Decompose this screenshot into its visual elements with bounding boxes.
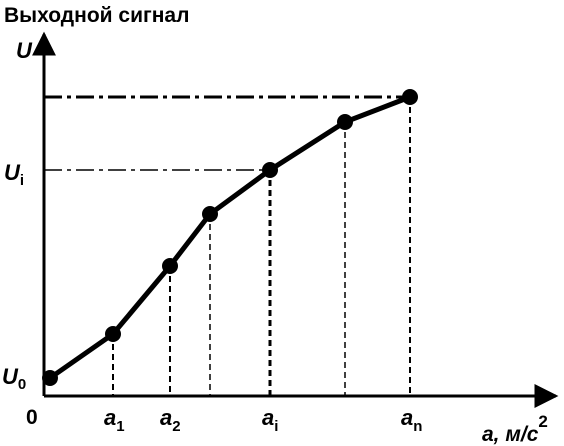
label-part: 2: [538, 412, 547, 431]
title: Выходной сигнал: [4, 4, 189, 27]
x-point-label: a1: [104, 405, 125, 435]
x-point-label: ai: [262, 405, 278, 435]
label-part: a: [262, 405, 274, 430]
point: [202, 206, 218, 222]
point: [262, 162, 278, 178]
drop-lines: [112, 97, 411, 396]
point: [105, 326, 121, 342]
label-part: 2: [172, 418, 180, 435]
label-part: a: [160, 405, 172, 430]
label-part: a: [104, 405, 116, 430]
x-point-label: an: [401, 405, 422, 435]
level-label: Ui: [4, 160, 24, 189]
origin-label: 0: [26, 406, 38, 429]
point: [402, 89, 418, 105]
label-part: i: [20, 172, 24, 189]
points: [42, 89, 418, 386]
point: [337, 114, 353, 130]
label-part: 1: [116, 418, 124, 435]
label-part: a: [401, 405, 413, 430]
point: [162, 258, 178, 274]
label-part: a, м/с: [482, 423, 539, 446]
curve: [48, 94, 411, 381]
label-part: n: [413, 418, 422, 435]
x-axis-label: a, м/с2: [482, 412, 548, 446]
level-label: U0: [2, 364, 26, 393]
x-point-label: a2: [160, 405, 181, 435]
label-part: U: [4, 160, 21, 185]
y-axis-label: U: [16, 38, 33, 63]
point: [42, 370, 58, 386]
label-part: U: [2, 364, 19, 389]
label-part: 0: [18, 376, 26, 393]
label-part: i: [274, 418, 278, 435]
